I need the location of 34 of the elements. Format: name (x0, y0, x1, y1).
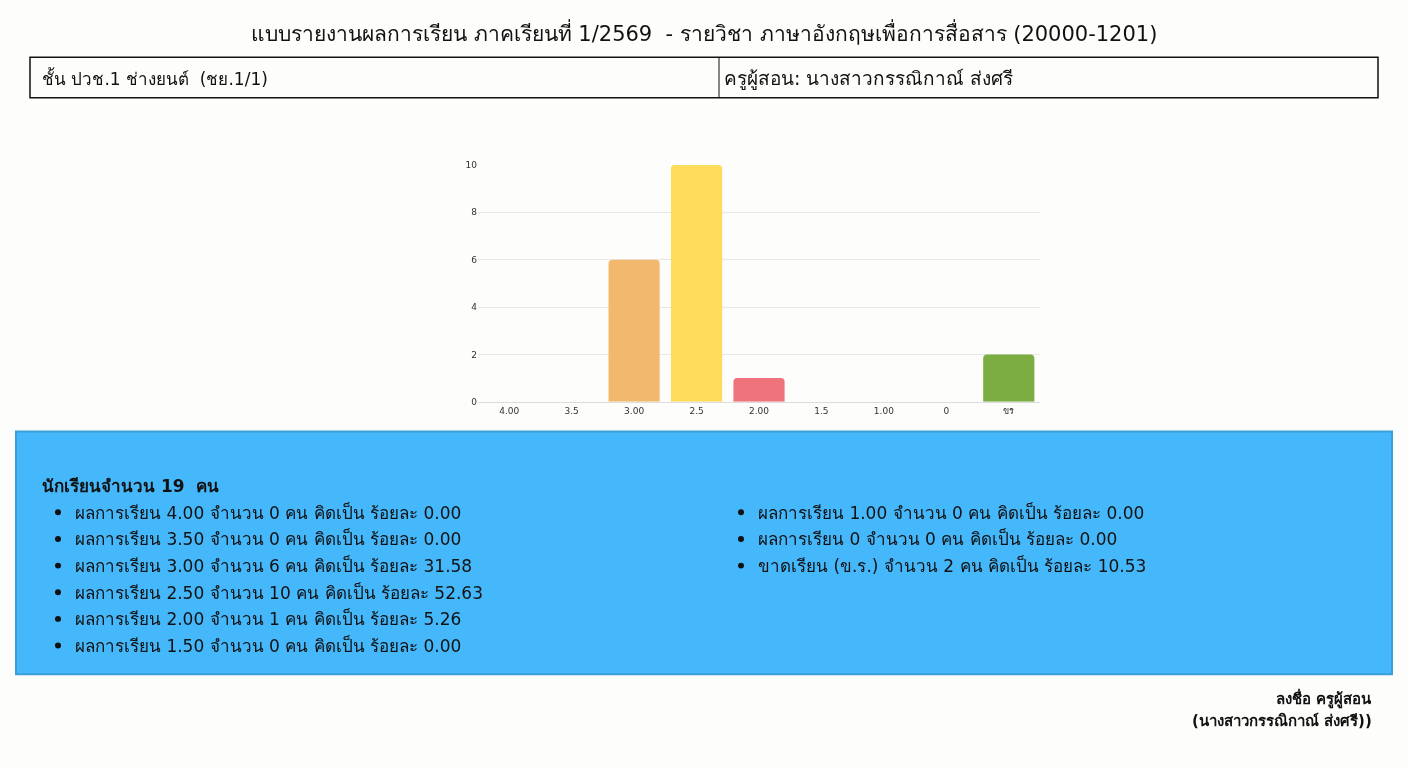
y-tick-label: 4 (471, 302, 478, 313)
x-tick-label: ขร (1003, 405, 1015, 416)
y-tick-label: 8 (471, 207, 478, 218)
text: ครูผู้สอน: นางสาวกรรณิกาณ์ ส่งศรี (724, 67, 1014, 90)
bar (733, 378, 785, 402)
x-tick-label: 4.00 (499, 405, 520, 416)
x-tick-label: 3.5 (564, 405, 579, 416)
y-tick-label: 2 (471, 349, 477, 360)
text: ผลการเรียน 2.00 จำนวน 1 คน คิดเป็น ร้อยละ 5.26 (75, 608, 462, 629)
text: ขาดเรียน (ข.ร.) จำนวน 2 คน คิดเป็น ร้อยละ 10.53 (758, 555, 1147, 576)
x-tick-label: 1.00 (873, 405, 895, 416)
y-tick-label: 10 (465, 160, 478, 171)
text: ชั้น ปวช.1 ช่างยนต์ (ชย.1/1) (42, 67, 268, 89)
text: ผลการเรียน 3.50 จำนวน 0 คน คิดเป็น ร้อยละ 0.00 (75, 528, 462, 549)
x-tick-label: 2.00 (748, 405, 770, 416)
text: (นางสาวกรรณิกาณ์ ส่งศรี)) (1192, 712, 1372, 730)
y-tick-label: 6 (471, 254, 478, 265)
chart-title: แบบรายงานผลการเรียน ภาคเรียนที่ 1/2569 - รายวิชา ภาษาอังกฤษเพื่อการสื่อสาร (20000-1201) (251, 19, 1158, 46)
text: ผลการเรียน 3.00 จำนวน 6 คน คิดเป็น ร้อยละ 31.58 (75, 555, 473, 576)
x-tick-label: 3.00 (624, 405, 645, 416)
text: ลงชื่อ ครูผู้สอน (1276, 688, 1373, 709)
text: ผลการเรียน 1.00 จำนวน 0 คน คิดเป็น ร้อยละ 0.00 (758, 502, 1145, 523)
x-tick-label: 0 (943, 405, 950, 416)
bar (983, 354, 1035, 402)
x-tick-label: 2.5 (689, 405, 704, 416)
text: ผลการเรียน 4.00 จำนวน 0 คน คิดเป็น ร้อยละ 0.00 (75, 502, 462, 523)
x-tick-label: 1.5 (814, 405, 829, 416)
text: นักเรียนจำนวน 19 คน (42, 476, 220, 496)
text: ผลการเรียน 1.50 จำนวน 0 คน คิดเป็น ร้อยละ 0.00 (75, 635, 462, 656)
text: ผลการเรียน 0 จำนวน 0 คน คิดเป็น ร้อยละ 0.00 (758, 528, 1118, 549)
bar (608, 259, 660, 402)
y-tick-label: 0 (471, 396, 478, 407)
text: ผลการเรียน 2.50 จำนวน 10 คน คิดเป็น ร้อยละ 52.63 (75, 582, 483, 603)
bar (670, 164, 723, 402)
